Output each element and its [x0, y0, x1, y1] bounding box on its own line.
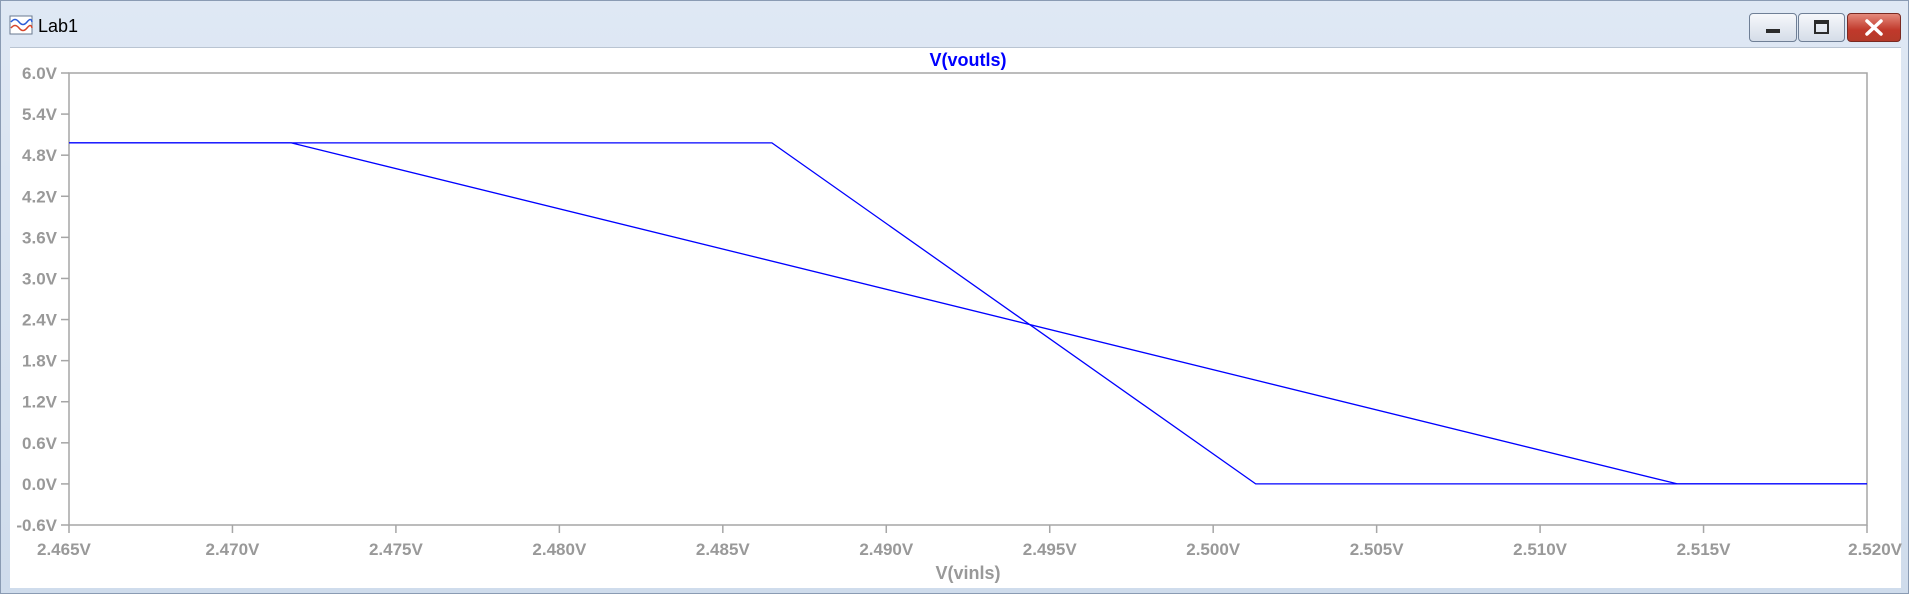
x-tick-label: 2.480V [532, 540, 587, 559]
x-tick-label: 2.475V [369, 540, 424, 559]
x-tick-label: 2.490V [859, 540, 914, 559]
y-tick-label: 6.0V [22, 64, 58, 83]
x-tick-label: 2.470V [206, 540, 261, 559]
plot-pane[interactable] [10, 47, 1901, 588]
waveform-icon [9, 15, 33, 35]
x-tick-label: 2.465V [37, 540, 92, 559]
maximize-button[interactable] [1798, 13, 1845, 42]
traces [69, 142, 1867, 485]
y-tick-label: 1.8V [22, 352, 58, 371]
minimize-button[interactable] [1749, 13, 1797, 42]
x-tick-label: 2.510V [1513, 540, 1568, 559]
close-button[interactable] [1847, 13, 1901, 42]
y-tick-label: 4.2V [22, 187, 58, 206]
window-title: Lab1 [38, 16, 79, 36]
x-tick-label: 2.505V [1350, 540, 1405, 559]
y-tick-label: -0.6V [16, 516, 57, 535]
title-bar[interactable]: Lab1 [1, 1, 1908, 46]
x-axis: 2.465V 2.470V 2.475V 2.480V 2.485V 2.490V 2.49… [37, 525, 1903, 559]
y-tick-label: 0.6V [22, 434, 58, 453]
minimize-icon [1766, 29, 1780, 33]
maximize-icon [1814, 20, 1829, 34]
x-tick-label: 2.500V [1186, 540, 1241, 559]
y-tick-label: 2.4V [22, 311, 58, 330]
y-tick-label: 4.8V [22, 146, 58, 165]
chart-title: V(voutls) [929, 50, 1006, 70]
x-tick-label: 2.520V [1848, 540, 1903, 559]
y-tick-label: 1.2V [22, 393, 58, 412]
x-tick-label: 2.485V [696, 540, 751, 559]
x-tick-label: 2.495V [1023, 540, 1078, 559]
plot-frame [68, 72, 1868, 526]
y-tick-label: 5.4V [22, 105, 58, 124]
close-icon [1865, 19, 1883, 36]
trace-line-2 [69, 142, 1867, 485]
trace-line-1 [69, 142, 1867, 485]
x-tick-label: 2.515V [1677, 540, 1732, 559]
y-tick-label: 0.0V [22, 475, 58, 494]
x-axis-label: V(vinls) [935, 563, 1000, 583]
y-tick-label: 3.6V [22, 228, 58, 247]
y-axis: 6.0V 5.4V 4.8V 4.2V 3.6V 3.0V 2.4V 1.8V 1.2V 0.6V… [16, 64, 69, 535]
y-tick-label: 3.0V [22, 269, 58, 288]
